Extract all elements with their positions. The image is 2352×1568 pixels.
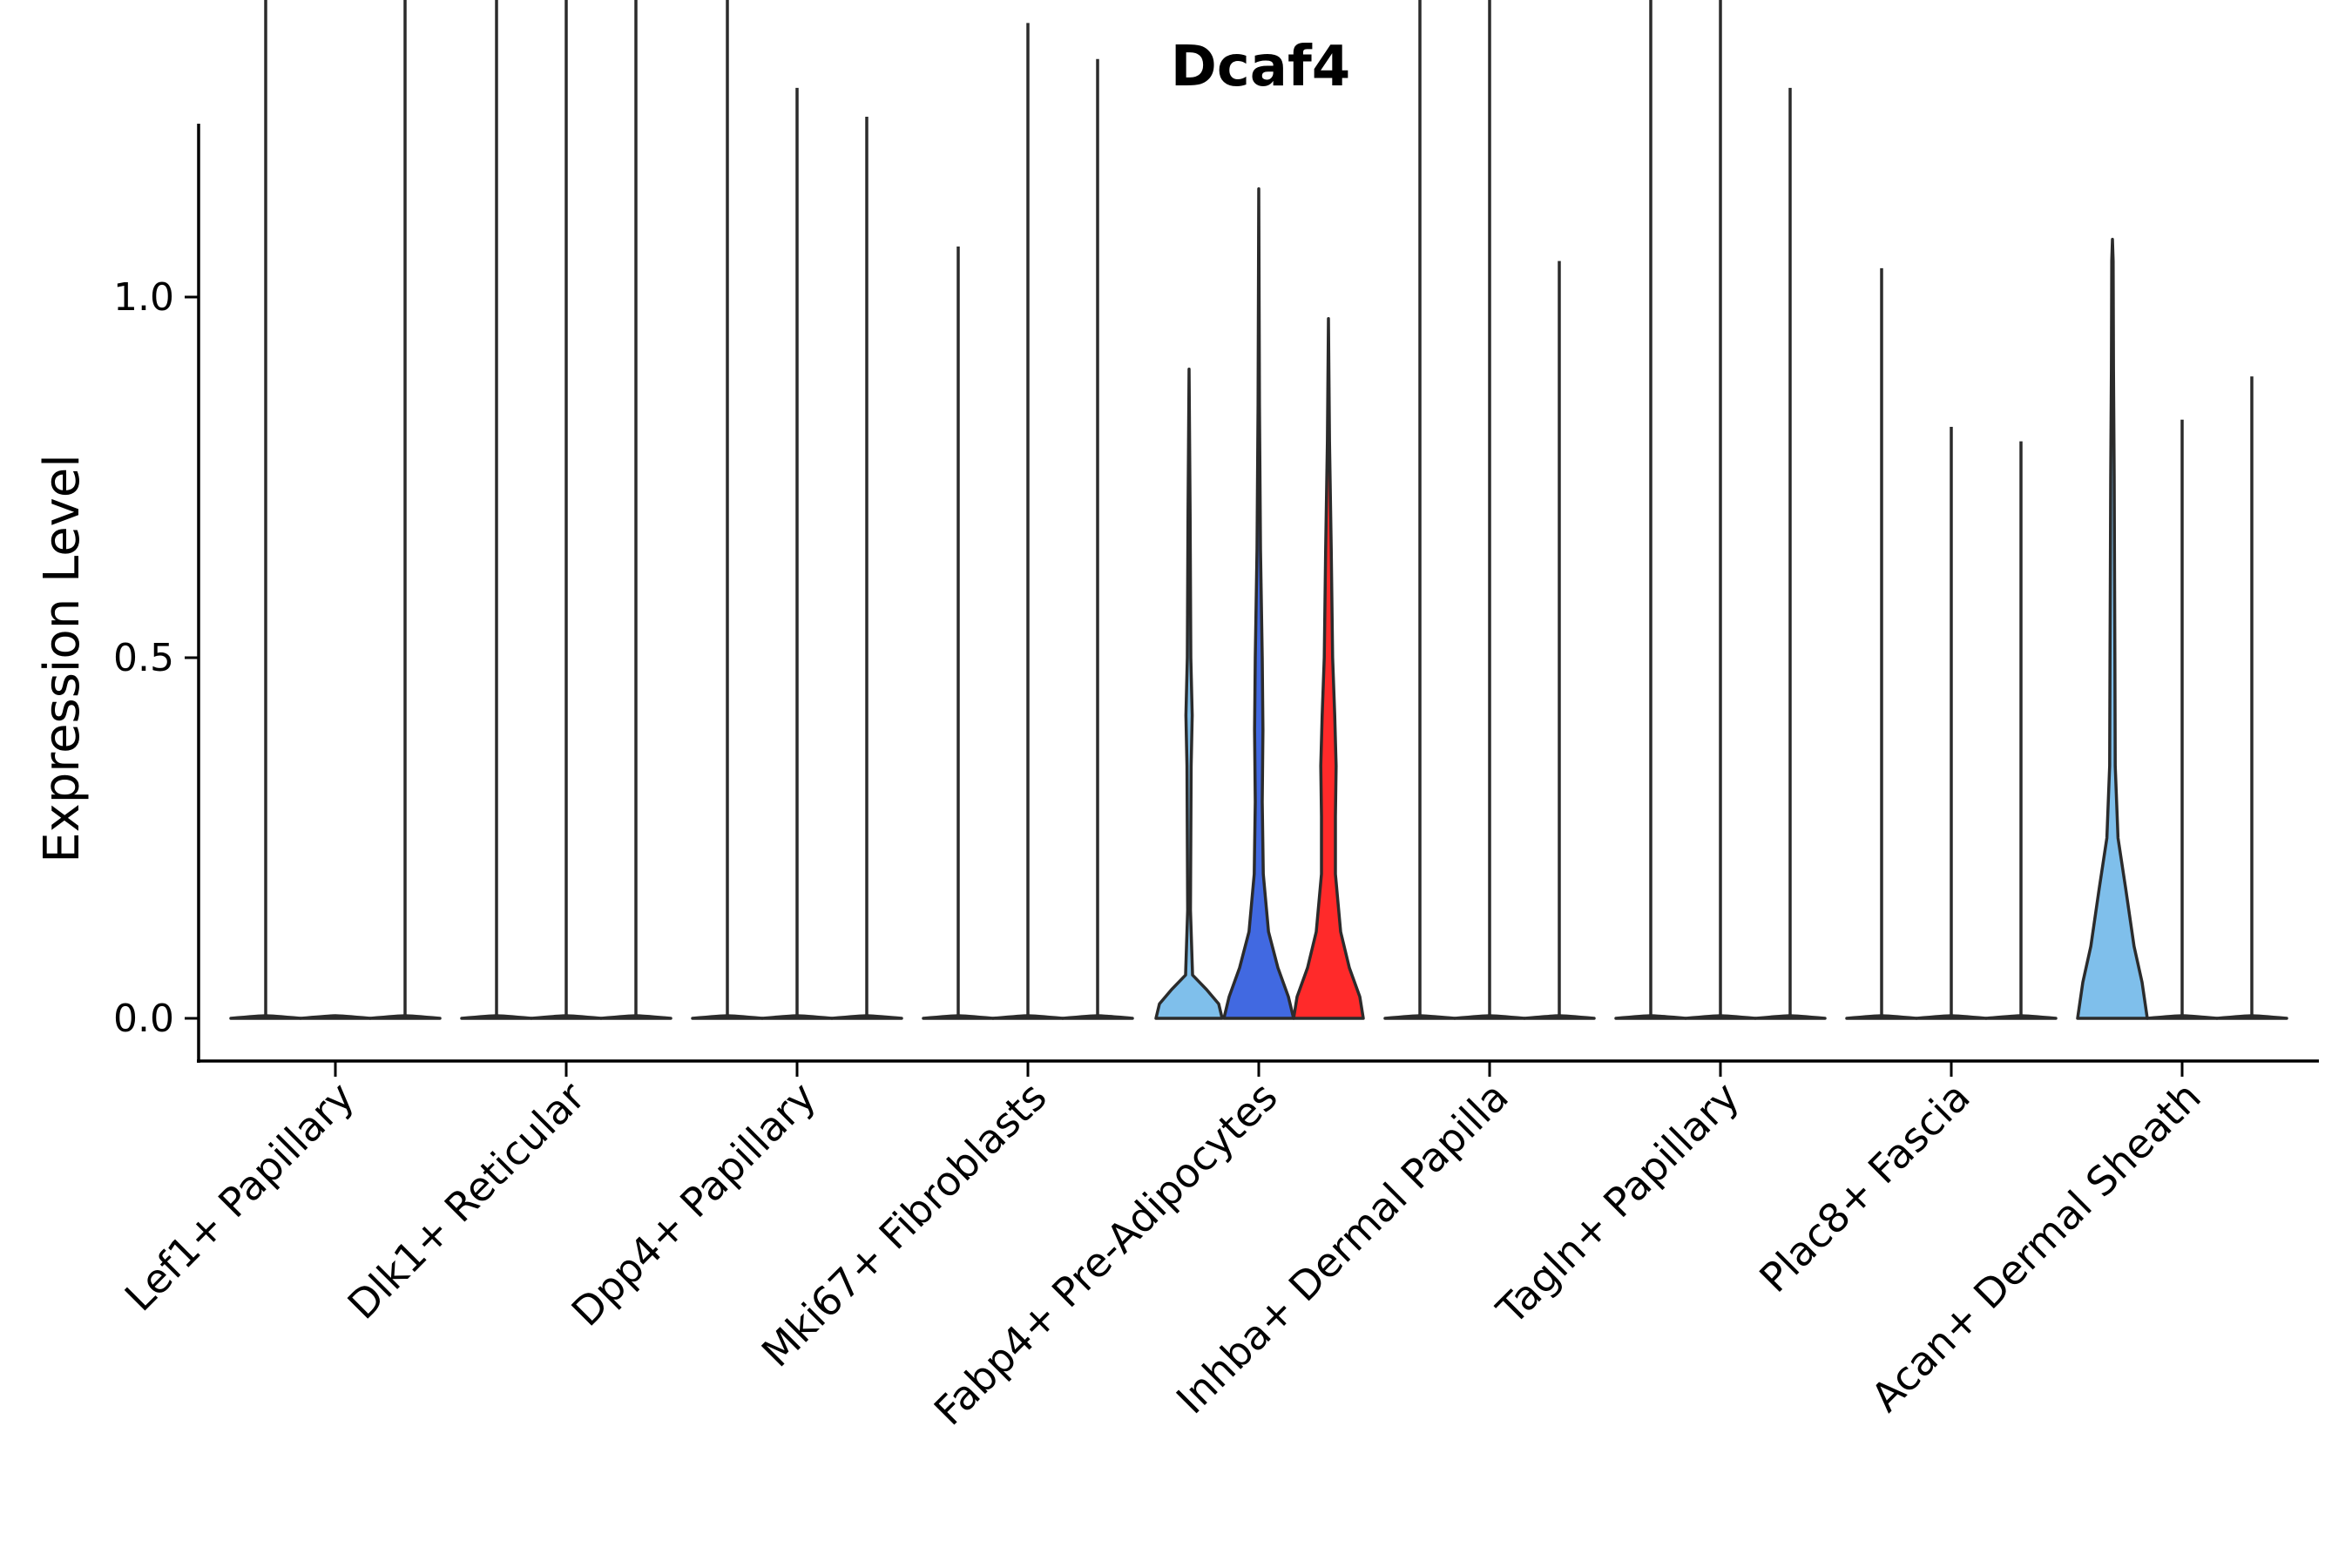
category-label: Dpp4+ Papillary xyxy=(563,1073,825,1335)
violin xyxy=(1222,187,1295,1020)
y-axis-ticks: 0.00.51.01.5 xyxy=(113,275,199,1041)
y-tick-label: 0.0 xyxy=(113,997,174,1041)
category-label: Plac8+ Fascia xyxy=(1750,1073,1978,1301)
category-label: Dlk1+ Reticular xyxy=(339,1073,594,1328)
category-label: Tagln+ Papillary xyxy=(1487,1073,1748,1335)
violin xyxy=(1292,317,1365,1020)
y-tick-label: 1.0 xyxy=(113,275,174,320)
violin xyxy=(1154,368,1224,1020)
violin xyxy=(2076,238,2149,1020)
violin xyxy=(299,1014,372,1020)
y-axis-label: Expression Level xyxy=(34,454,91,863)
violin-group xyxy=(229,0,2288,1020)
category-label: Lef1+ Papillary xyxy=(116,1073,363,1321)
y-tick-label: 0.5 xyxy=(113,636,174,680)
chart-title: Dcaf4 xyxy=(1171,35,1351,99)
